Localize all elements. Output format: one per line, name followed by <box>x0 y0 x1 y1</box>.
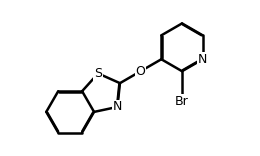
Text: S: S <box>94 67 102 80</box>
Text: Br: Br <box>175 95 189 108</box>
Text: N: N <box>198 53 207 66</box>
Text: N: N <box>113 100 122 113</box>
Text: O: O <box>136 65 146 78</box>
